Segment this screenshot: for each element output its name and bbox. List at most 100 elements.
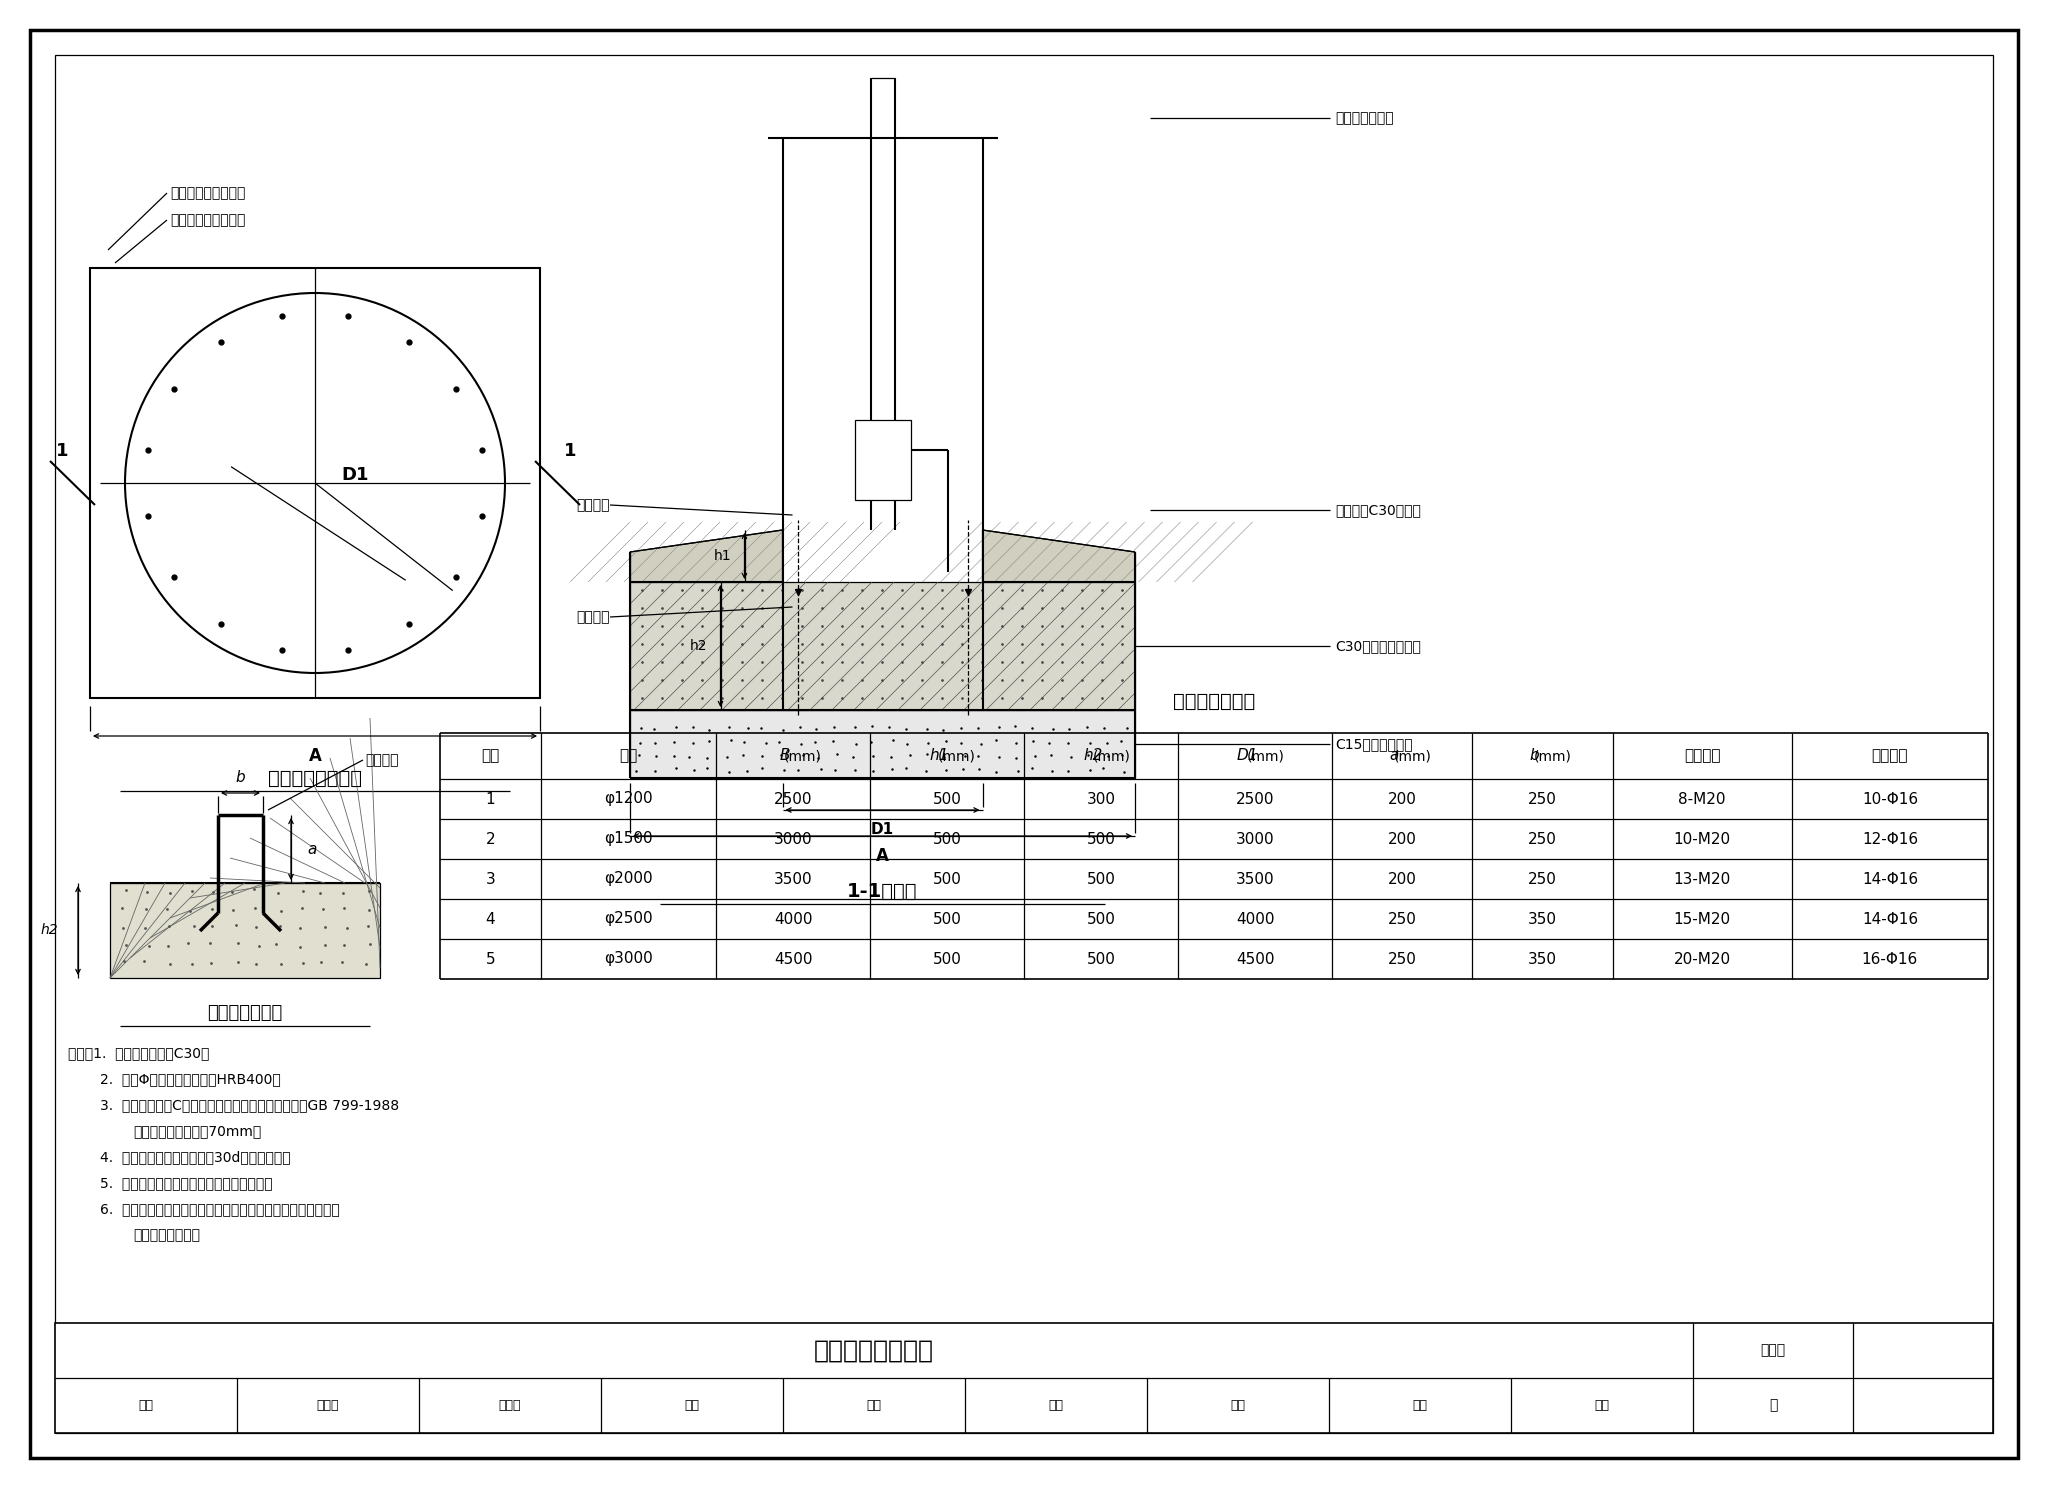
Text: 4000: 4000 <box>1237 912 1274 927</box>
Text: 12-Φ16: 12-Φ16 <box>1862 832 1919 847</box>
Text: 500: 500 <box>932 792 963 806</box>
Text: 10-Φ16: 10-Φ16 <box>1862 792 1919 806</box>
Text: 350: 350 <box>1528 912 1556 927</box>
Text: 陈哼哼: 陈哼哼 <box>500 1399 522 1412</box>
Text: 300: 300 <box>1087 792 1116 806</box>
Text: 14-Φ16: 14-Φ16 <box>1862 912 1919 927</box>
Text: 杨脆: 杨脆 <box>1049 1399 1063 1412</box>
Text: 1-1剖面图: 1-1剖面图 <box>848 881 918 900</box>
Text: 2.  钢筋Φ表示热轧带肋钢筋HRB400。: 2. 钢筋Φ表示热轧带肋钢筋HRB400。 <box>100 1071 281 1086</box>
Text: (mm): (mm) <box>1534 748 1571 763</box>
Bar <box>111 882 381 978</box>
Text: 校对: 校对 <box>684 1399 700 1412</box>
Text: D1: D1 <box>870 823 895 838</box>
Text: φ1500: φ1500 <box>604 832 653 847</box>
Text: 地脚螺栓: 地脚螺栓 <box>1683 748 1720 763</box>
Bar <box>631 710 1135 778</box>
Text: C15素混凝土垫层: C15素混凝土垫层 <box>1335 737 1413 751</box>
Bar <box>631 582 1135 710</box>
Text: 250: 250 <box>1389 951 1417 967</box>
Text: 20-M20: 20-M20 <box>1673 951 1731 967</box>
Polygon shape <box>631 530 782 582</box>
Text: 地脚螺栓，均匀分布: 地脚螺栓，均匀分布 <box>170 186 246 199</box>
Text: 安装规格尺寸表: 安装规格尺寸表 <box>1174 692 1255 710</box>
Text: 13-M20: 13-M20 <box>1673 872 1731 887</box>
Text: (mm): (mm) <box>1393 748 1432 763</box>
Text: h1: h1 <box>713 549 731 562</box>
Text: 的规定，露出地板面70mm。: 的规定，露出地板面70mm。 <box>133 1123 262 1138</box>
Circle shape <box>125 293 506 673</box>
Polygon shape <box>983 530 1135 582</box>
Text: a: a <box>307 842 315 857</box>
Text: 8-M20: 8-M20 <box>1679 792 1726 806</box>
Text: 5.  钢筋均应在底板浇筑混凝土前事先预埋。: 5. 钢筋均应在底板浇筑混凝土前事先预埋。 <box>100 1176 272 1190</box>
Text: (mm): (mm) <box>1092 748 1130 763</box>
Text: 3000: 3000 <box>1237 832 1274 847</box>
Text: A: A <box>309 747 322 765</box>
Text: 500: 500 <box>1087 872 1116 887</box>
Text: φ3000: φ3000 <box>604 951 653 967</box>
Text: 4500: 4500 <box>774 951 813 967</box>
Text: 4000: 4000 <box>774 912 813 927</box>
Text: a: a <box>1391 748 1399 763</box>
Text: (mm): (mm) <box>1247 748 1284 763</box>
Text: 预埋钢筋，均匀分布: 预埋钢筋，均匀分布 <box>170 213 246 228</box>
Text: (mm): (mm) <box>784 748 821 763</box>
Text: 页: 页 <box>1769 1399 1778 1412</box>
Text: φ1200: φ1200 <box>604 792 653 806</box>
Text: 500: 500 <box>932 832 963 847</box>
Text: 二次浇筑C30混凝土: 二次浇筑C30混凝土 <box>1335 503 1421 516</box>
Text: 500: 500 <box>932 912 963 927</box>
Text: C30钢筋混凝土底板: C30钢筋混凝土底板 <box>1335 638 1421 653</box>
Text: 预埋钢筋大样图: 预埋钢筋大样图 <box>207 1004 283 1022</box>
Text: 1: 1 <box>485 792 496 806</box>
Text: 说明：1.  混凝土强度等级C30。: 说明：1. 混凝土强度等级C30。 <box>68 1046 209 1059</box>
Text: 预埋钢筋: 预埋钢筋 <box>365 753 399 766</box>
Text: h2: h2 <box>1083 748 1104 763</box>
Text: 后，应进行复核。: 后，应进行复核。 <box>133 1228 201 1242</box>
Text: 500: 500 <box>1087 951 1116 967</box>
Text: 350: 350 <box>1528 951 1556 967</box>
Text: 1: 1 <box>55 442 68 460</box>
Text: 1: 1 <box>563 442 575 460</box>
Text: 乐伟: 乐伟 <box>1413 1399 1427 1412</box>
Text: 4.  预埋钢筋锚入底板应满足30d的锚固长度。: 4. 预埋钢筋锚入底板应满足30d的锚固长度。 <box>100 1150 291 1164</box>
Text: φ2500: φ2500 <box>604 912 653 927</box>
Bar <box>55 1323 1993 1433</box>
Text: 地脚螺栓: 地脚螺栓 <box>575 498 610 512</box>
Text: 预埋钢筋: 预埋钢筋 <box>575 610 610 623</box>
Text: 5: 5 <box>485 951 496 967</box>
Text: φ2000: φ2000 <box>604 872 653 887</box>
Text: 250: 250 <box>1528 832 1556 847</box>
Text: 审核: 审核 <box>139 1399 154 1412</box>
Text: 4500: 4500 <box>1237 951 1274 967</box>
Text: 250: 250 <box>1528 872 1556 887</box>
Text: 杨晓: 杨晓 <box>866 1399 881 1412</box>
Bar <box>854 420 911 500</box>
Text: 4: 4 <box>485 912 496 927</box>
Text: 泵站安装图（一）: 泵站安装图（一） <box>813 1339 934 1363</box>
Text: 2500: 2500 <box>1237 792 1274 806</box>
Text: 乐布: 乐布 <box>1595 1399 1610 1412</box>
Text: h1: h1 <box>930 748 948 763</box>
Text: b: b <box>236 769 246 784</box>
Text: h2: h2 <box>41 924 57 937</box>
Text: 一体化预制泵站: 一体化预制泵站 <box>1335 112 1393 125</box>
Text: 14-Φ16: 14-Φ16 <box>1862 872 1919 887</box>
Text: D1: D1 <box>1237 748 1257 763</box>
Text: 3500: 3500 <box>1237 872 1274 887</box>
Text: A: A <box>877 847 889 865</box>
Text: (mm): (mm) <box>938 748 977 763</box>
Text: h2: h2 <box>690 638 707 653</box>
Text: 200: 200 <box>1389 872 1417 887</box>
Text: 15-M20: 15-M20 <box>1673 912 1731 927</box>
Text: 3500: 3500 <box>774 872 813 887</box>
Text: 陈婷婷: 陈婷婷 <box>317 1399 340 1412</box>
Text: 图集号: 图集号 <box>1761 1344 1786 1357</box>
Text: 筒径: 筒径 <box>618 748 637 763</box>
Text: 200: 200 <box>1389 832 1417 847</box>
Text: 6.  本图中钢筋数量仅为参考，应待设备、埋深等具体参数确定: 6. 本图中钢筋数量仅为参考，应待设备、埋深等具体参数确定 <box>100 1202 340 1216</box>
Text: D1: D1 <box>342 466 369 484</box>
Text: 500: 500 <box>1087 912 1116 927</box>
Text: 2500: 2500 <box>774 792 813 806</box>
